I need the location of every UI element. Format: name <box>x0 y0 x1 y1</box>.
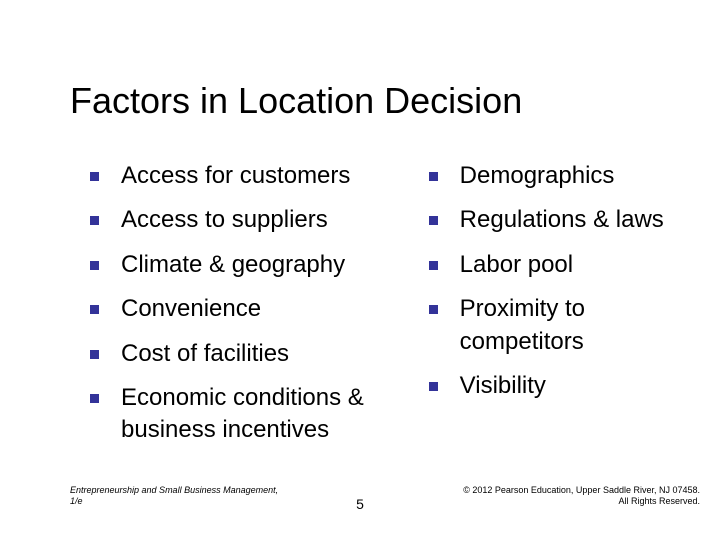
list-item-text: Climate & geography <box>121 249 345 281</box>
square-bullet-icon <box>90 261 99 270</box>
list-item-text: Access for customers <box>121 160 350 192</box>
list-item: Access for customers <box>90 160 419 192</box>
footer-source-line2: 1/e <box>70 496 83 506</box>
content-area: Access for customers Access to suppliers… <box>90 160 680 459</box>
square-bullet-icon <box>429 305 438 314</box>
left-column: Access for customers Access to suppliers… <box>90 160 419 459</box>
square-bullet-icon <box>90 172 99 181</box>
square-bullet-icon <box>429 172 438 181</box>
footer-copyright: © 2012 Pearson Education, Upper Saddle R… <box>463 485 700 508</box>
slide-title: Factors in Location Decision <box>70 80 522 122</box>
page-number: 5 <box>356 496 364 512</box>
list-item: Visibility <box>429 370 680 402</box>
square-bullet-icon <box>90 305 99 314</box>
square-bullet-icon <box>429 382 438 391</box>
right-column: Demographics Regulations & laws Labor po… <box>429 160 680 459</box>
square-bullet-icon <box>90 394 99 403</box>
list-item-text: Labor pool <box>460 249 573 281</box>
list-item: Regulations & laws <box>429 204 680 236</box>
slide: Factors in Location Decision Access for … <box>0 0 720 540</box>
square-bullet-icon <box>429 261 438 270</box>
square-bullet-icon <box>429 216 438 225</box>
footer-source: Entrepreneurship and Small Business Mana… <box>70 485 278 508</box>
list-item: Proximity to competitors <box>429 293 680 358</box>
footer-source-line1: Entrepreneurship and Small Business Mana… <box>70 485 278 495</box>
list-item-text: Cost of facilities <box>121 338 289 370</box>
list-item-text: Access to suppliers <box>121 204 328 236</box>
square-bullet-icon <box>90 350 99 359</box>
footer-copyright-line1: © 2012 Pearson Education, Upper Saddle R… <box>463 485 700 495</box>
list-item-text: Demographics <box>460 160 615 192</box>
list-item: Climate & geography <box>90 249 419 281</box>
footer-copyright-line2: All Rights Reserved. <box>618 496 700 506</box>
list-item-text: Proximity to competitors <box>460 293 680 358</box>
list-item: Demographics <box>429 160 680 192</box>
list-item: Cost of facilities <box>90 338 419 370</box>
list-item-text: Convenience <box>121 293 261 325</box>
list-item-text: Economic conditions & business incentive… <box>121 382 419 447</box>
list-item: Convenience <box>90 293 419 325</box>
list-item-text: Visibility <box>460 370 546 402</box>
square-bullet-icon <box>90 216 99 225</box>
list-item: Labor pool <box>429 249 680 281</box>
list-item-text: Regulations & laws <box>460 204 664 236</box>
list-item: Economic conditions & business incentive… <box>90 382 419 447</box>
list-item: Access to suppliers <box>90 204 419 236</box>
